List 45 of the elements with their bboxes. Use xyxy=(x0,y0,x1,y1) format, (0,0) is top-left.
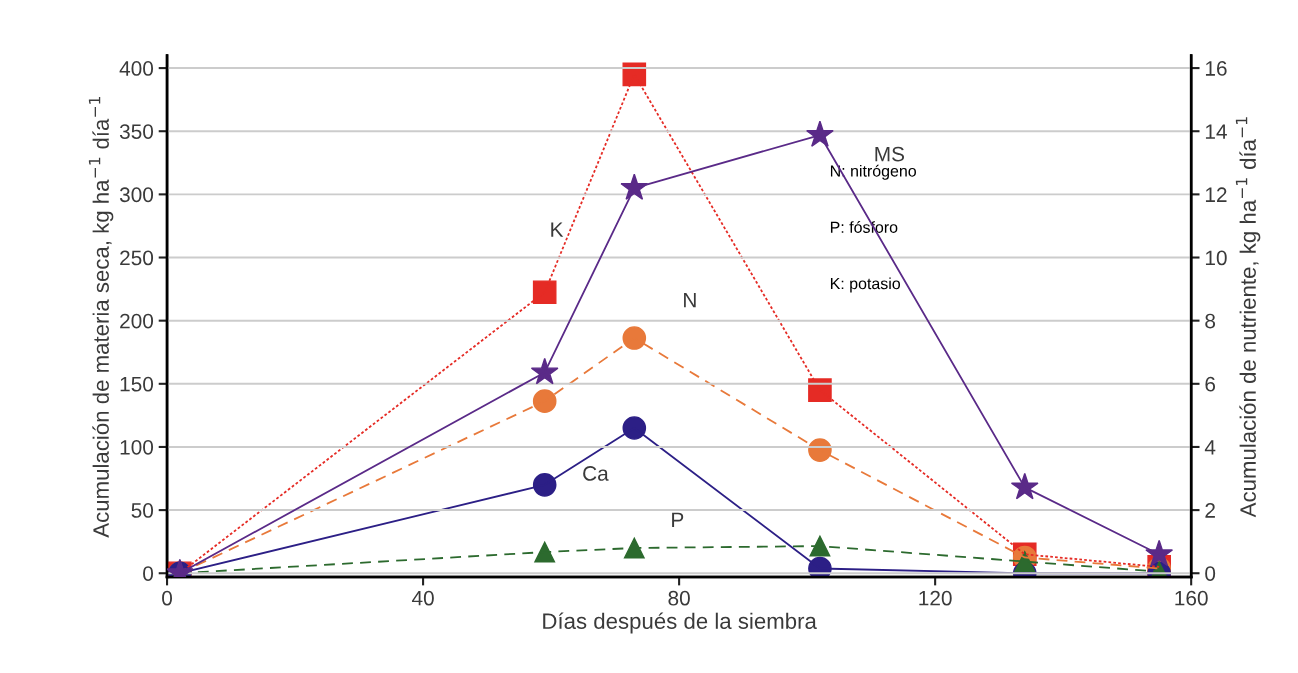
point xyxy=(532,389,557,413)
text: N xyxy=(684,292,696,308)
y2-tick-label: 0 xyxy=(1205,566,1216,581)
point xyxy=(1014,551,1036,572)
y2-tick-label: 10 xyxy=(1205,250,1227,266)
x-tick-label: 40 xyxy=(411,590,434,606)
series-label: Ca xyxy=(583,466,609,481)
y2-tick-label: 12 xyxy=(1205,187,1227,202)
point xyxy=(623,537,645,559)
y-axis-title: Acumulación de materia seca, kg ha$^{−1}$ día$^{−1}$ xyxy=(88,96,114,538)
y-tick-label: 0 xyxy=(143,566,154,581)
x-tick-label: 80 xyxy=(668,590,690,606)
annotation: K: potasio xyxy=(830,277,901,293)
y-tick-label: 150 xyxy=(120,376,154,392)
point xyxy=(622,416,647,440)
x-tick-label: 0 xyxy=(162,590,173,606)
y2-tick-label: 6 xyxy=(1205,376,1216,392)
y-tick-label: 300 xyxy=(119,187,154,203)
x-axis-title: Días después de la siembra xyxy=(543,612,817,634)
point xyxy=(532,280,557,305)
point xyxy=(809,535,831,557)
point xyxy=(530,357,559,385)
point xyxy=(622,326,647,350)
y2-axis-title: Acumulación de nutriente, kg ha$^{−1}$ día$^{−1}$ xyxy=(1235,117,1261,518)
point xyxy=(532,473,557,497)
y2-tick-label: 2 xyxy=(1205,503,1215,518)
y-tick-label: 50 xyxy=(131,503,154,518)
series-label: MS xyxy=(875,146,905,162)
y2-tick-label: 4 xyxy=(1204,440,1216,455)
y-tick-label: 250 xyxy=(120,250,154,266)
x-tick-label: 160 xyxy=(1175,590,1208,606)
y2-tick-label: 16 xyxy=(1205,61,1227,76)
y-tick-label: 200 xyxy=(120,313,154,329)
series-label: K xyxy=(551,222,564,237)
y2-tick-label: 8 xyxy=(1205,313,1216,329)
y-tick-label: 100 xyxy=(120,439,154,455)
y-tick-label: 400 xyxy=(119,61,154,76)
point xyxy=(1145,539,1174,567)
x-tick-label: 120 xyxy=(919,590,952,606)
series-label: P xyxy=(672,512,684,527)
point xyxy=(534,541,556,563)
point xyxy=(808,378,832,402)
y2-tick-label: 14 xyxy=(1205,124,1227,139)
y-tick-label: 350 xyxy=(119,124,154,139)
point xyxy=(1010,472,1039,500)
